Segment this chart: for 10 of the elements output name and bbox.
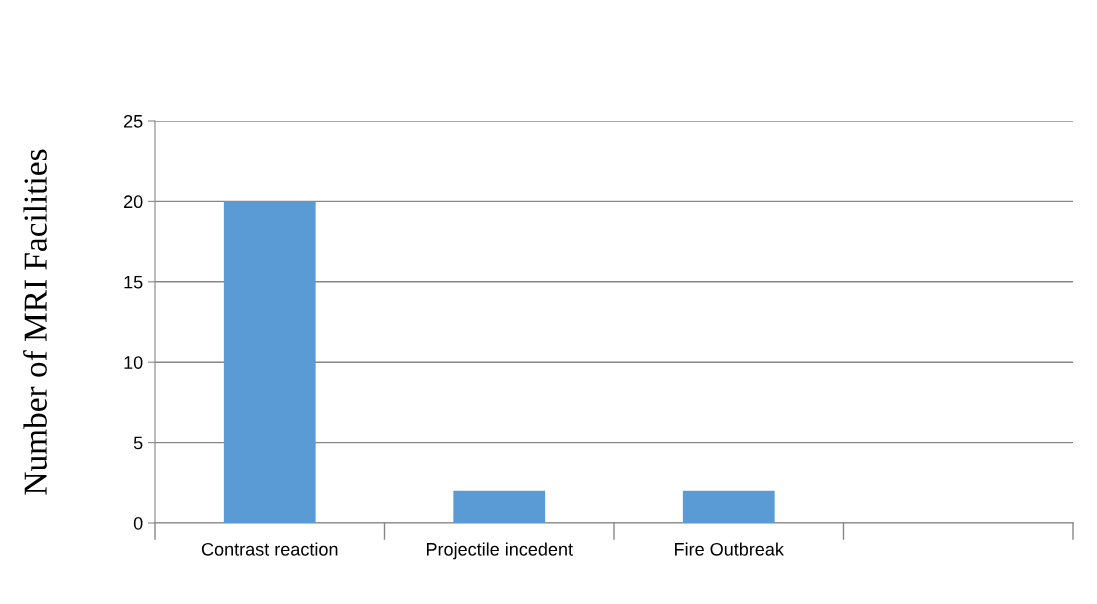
y-tick-label: 25 — [124, 114, 143, 128]
x-tick-label: Contrast reaction — [201, 542, 338, 556]
y-tick-label: 20 — [124, 195, 143, 209]
y-axis-title: Number of MRI Facilities — [23, 149, 47, 495]
x-tick-label: Projectile incedent — [426, 542, 573, 560]
y-tick-label: 0 — [133, 516, 143, 530]
x-tick-label: Fire Outbreak — [675, 542, 784, 556]
y-tick-label: 5 — [133, 436, 143, 450]
y-tick-label: 15 — [124, 275, 143, 289]
y-tick-label: 10 — [124, 356, 143, 369]
